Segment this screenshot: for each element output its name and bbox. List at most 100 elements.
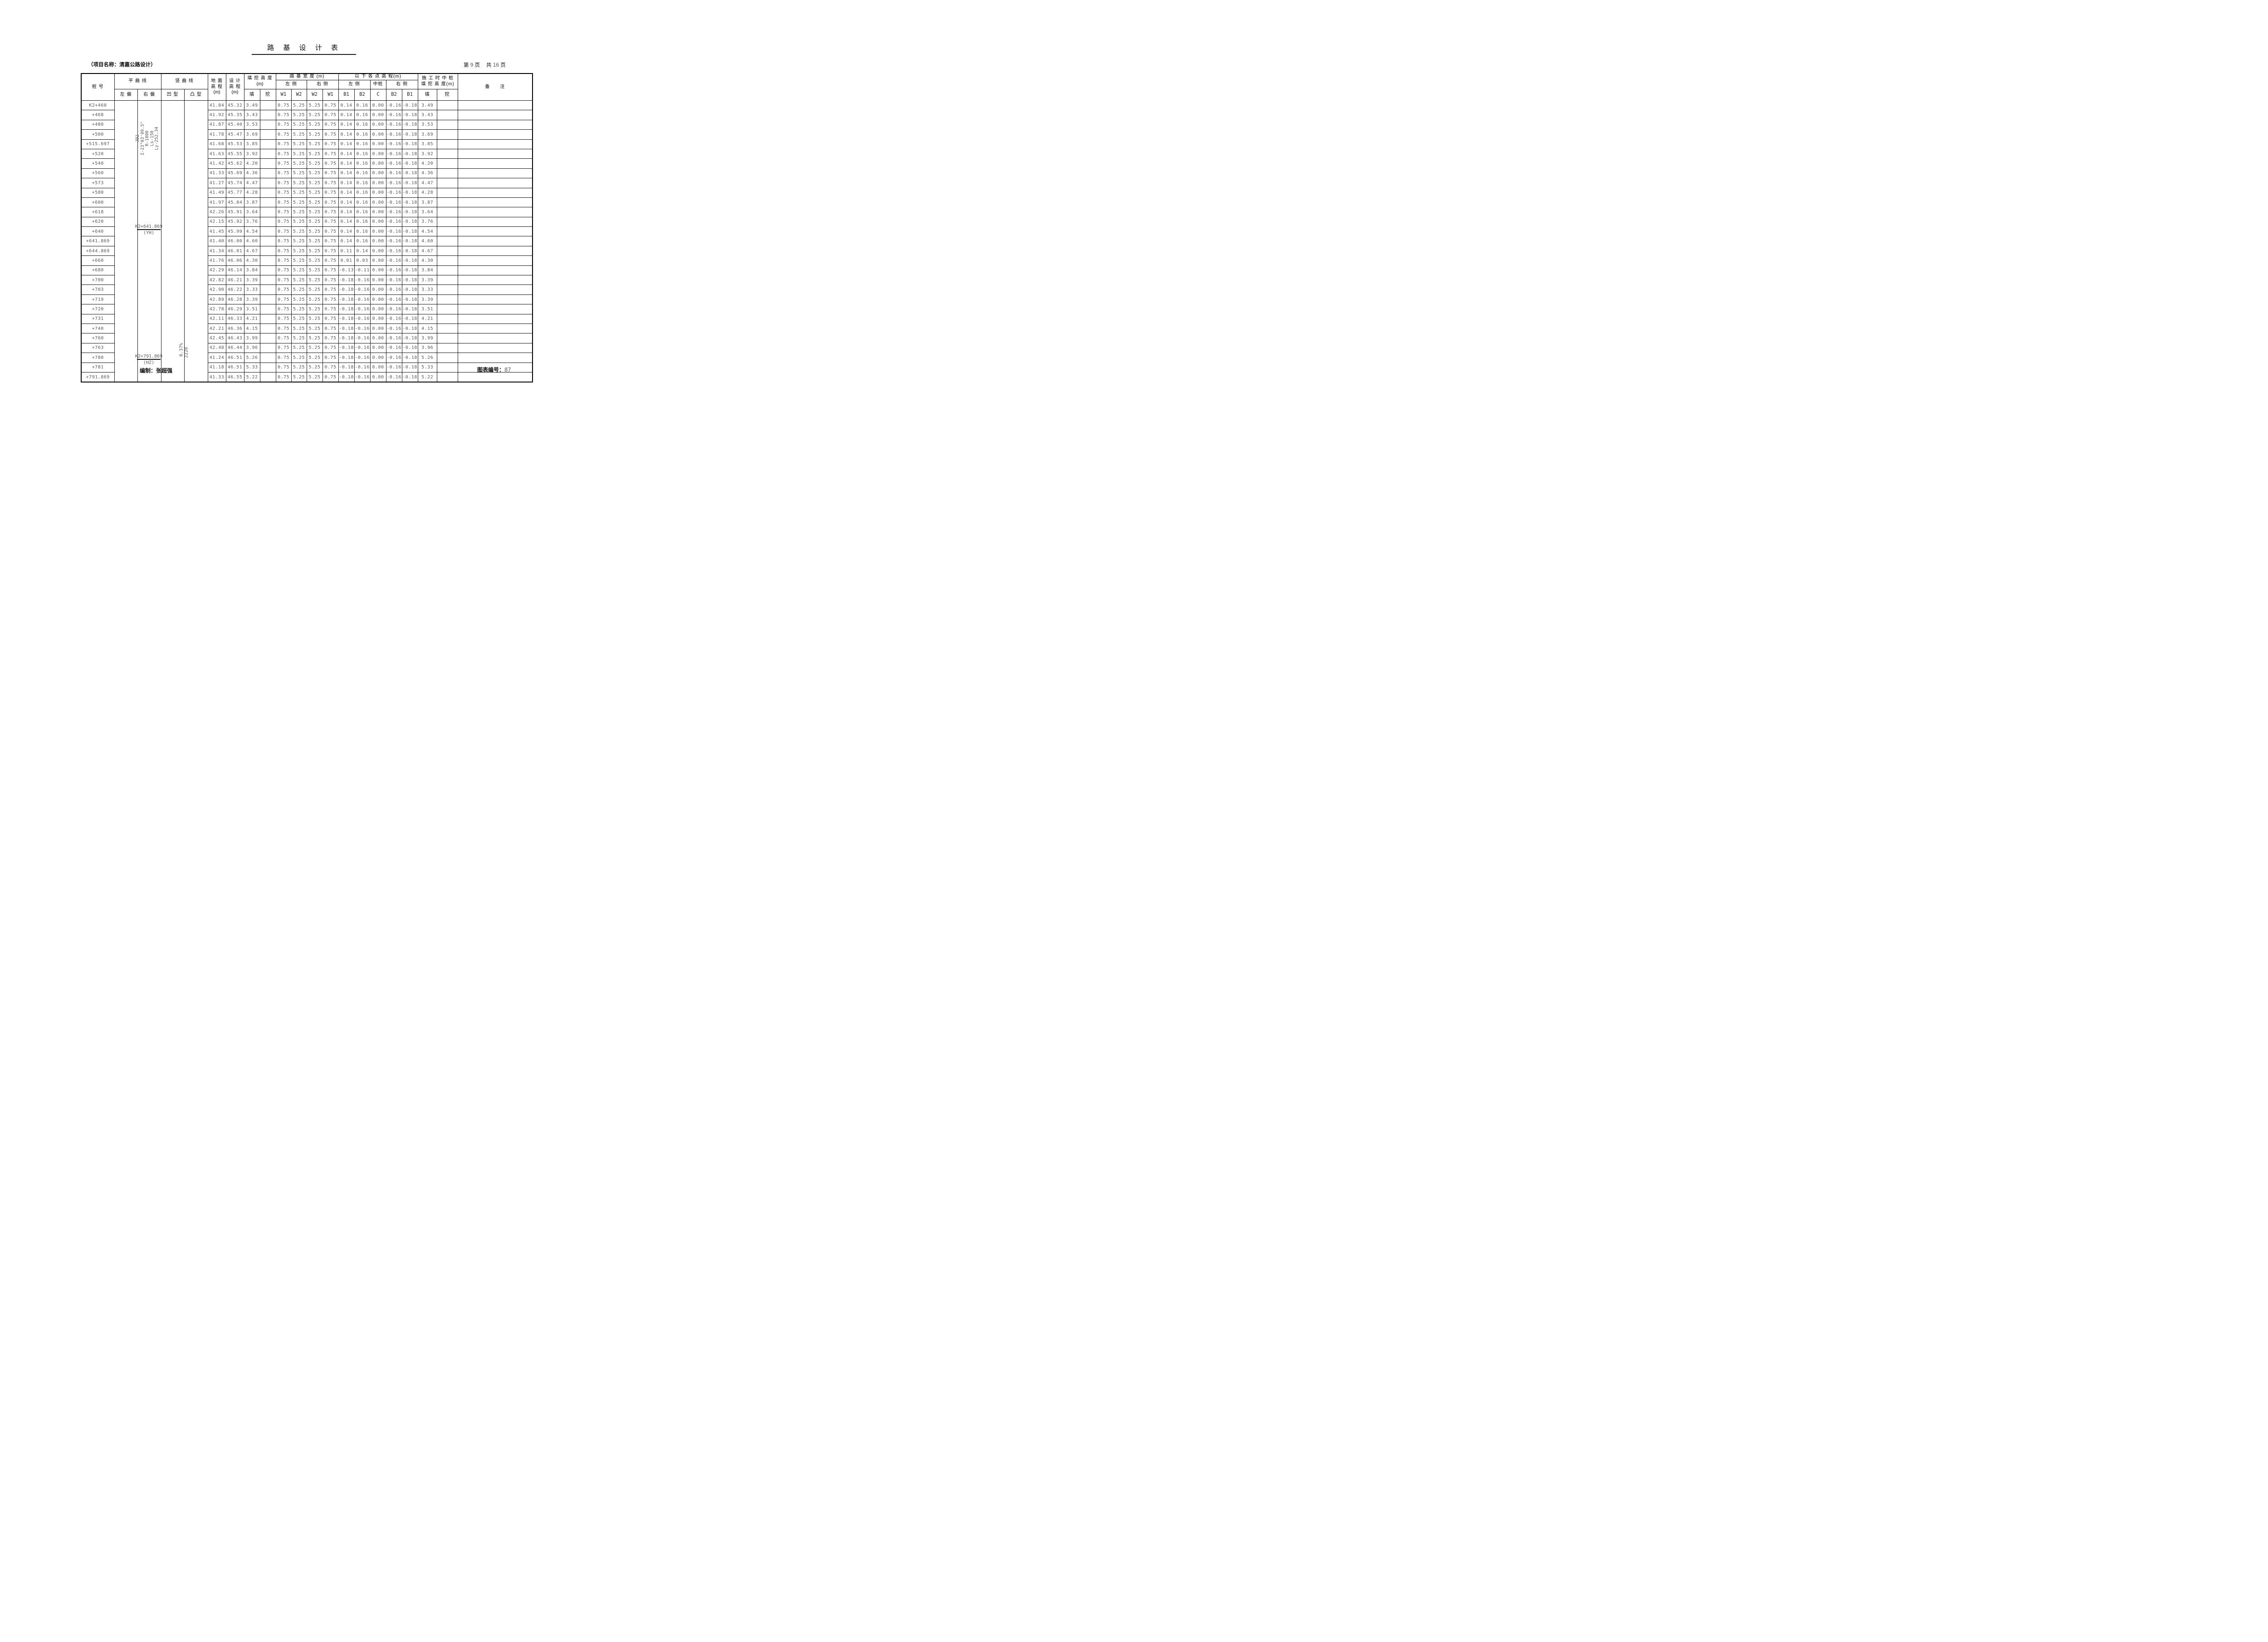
cell-w2-right: 5.25	[306, 197, 323, 208]
cell-w2-left: 5.25	[291, 323, 307, 334]
cell-w2-right: 5.25	[306, 245, 323, 256]
cell-b1-right: -0.18	[401, 168, 418, 179]
cell-b1-right: -0.18	[401, 129, 418, 140]
cell-w2-right: 5.25	[306, 294, 323, 305]
cell-w1-right: 0.75	[322, 372, 339, 382]
header-mid-stake: 中桩	[370, 80, 386, 89]
cell-b1-right: -0.18	[401, 362, 418, 373]
cell-stake: +620	[81, 216, 115, 227]
cell-w1-left: 0.75	[275, 362, 292, 373]
cell-b2-right: -0.16	[386, 275, 402, 285]
cell-b2-right: -0.16	[386, 353, 402, 363]
cell-cut	[259, 353, 276, 363]
cell-w1-left: 0.75	[275, 139, 292, 149]
cell-design: 46.22	[225, 284, 244, 295]
hz-underline	[137, 359, 161, 360]
header-w2-right: W2	[306, 89, 323, 101]
cell-c: 0.00	[370, 197, 386, 208]
cell-remark	[457, 372, 533, 382]
cell-con-cut	[436, 119, 458, 130]
cell-ground: 42.11	[207, 314, 226, 324]
cell-design: 45.84	[225, 197, 244, 208]
table-row: +719 42.89 46.28 3.39 0.75 5.25 5.25 0.75 -0.18-…	[81, 294, 533, 305]
cell-fill: 3.87	[244, 197, 260, 208]
cell-c: 0.00	[370, 333, 386, 343]
header-elev-right-side: 右 侧	[386, 80, 418, 89]
cell-b2-right: -0.16	[386, 178, 402, 188]
cell-con-cut	[436, 333, 458, 343]
cell-remark	[457, 207, 533, 217]
cell-ground: 41.87	[207, 119, 226, 130]
cell-design: 45.69	[225, 168, 244, 179]
cell-fill: 3.53	[244, 119, 260, 130]
cell-fill: 4.28	[244, 187, 260, 198]
cell-con-cut	[436, 216, 458, 227]
cell-w2-left: 5.25	[291, 236, 307, 246]
cell-w1-right: 0.75	[322, 129, 339, 140]
cell-fill: 4.30	[244, 255, 260, 266]
cell-stake: +680	[81, 265, 115, 276]
cell-w1-left: 0.75	[275, 284, 292, 295]
cell-w1-left: 0.75	[275, 294, 292, 305]
concave-column	[161, 100, 185, 382]
cell-b2-left: -0.16	[354, 323, 371, 334]
cell-ground: 42.45	[207, 333, 226, 343]
cell-con-cut	[436, 275, 458, 285]
cell-b1-left: -0.18	[338, 275, 355, 285]
cell-remark	[457, 245, 533, 256]
cell-cut	[259, 245, 276, 256]
cell-ground: 41.68	[207, 139, 226, 149]
cell-ground: 41.27	[207, 178, 226, 188]
cell-ground: 41.45	[207, 226, 226, 237]
convex-column	[184, 100, 208, 382]
cell-w1-right: 0.75	[322, 178, 339, 188]
cell-w1-left: 0.75	[275, 110, 292, 120]
cell-con-cut	[436, 110, 458, 120]
cell-w2-left: 5.25	[291, 372, 307, 382]
cell-design: 46.14	[225, 265, 244, 276]
cell-w1-left: 0.75	[275, 187, 292, 198]
header-construction-midstake: 施 工 时 中 桩 填 挖 高 度(m)	[417, 73, 458, 89]
cell-ground: 42.26	[207, 207, 226, 217]
cell-design: 46.51	[225, 353, 244, 363]
cell-b1-left: 0.14	[338, 168, 355, 179]
cell-con-fill: 3.76	[417, 216, 437, 227]
cell-w2-right: 5.25	[306, 100, 323, 111]
cell-stake: K2+460	[81, 100, 115, 111]
cell-cut	[259, 129, 276, 140]
cell-fill: 4.47	[244, 178, 260, 188]
cell-stake: +763	[81, 343, 115, 353]
cell-cut	[259, 197, 276, 208]
cell-b1-right: -0.18	[401, 353, 418, 363]
cell-con-fill: 4.21	[417, 314, 437, 324]
cell-w2-left: 5.25	[291, 245, 307, 256]
cell-fill: 5.33	[244, 362, 260, 373]
table-row: +703 42.90 46.22 3.33 0.75 5.25 5.25 0.75 -0.18-…	[81, 284, 533, 295]
cell-w2-right: 5.25	[306, 304, 323, 314]
cell-con-fill: 4.60	[417, 236, 437, 246]
cell-w2-right: 5.25	[306, 333, 323, 343]
header-horizontal-curve: 平 曲 线	[114, 73, 161, 89]
cell-b1-right: -0.18	[401, 265, 418, 276]
cell-design: 45.40	[225, 119, 244, 130]
cell-cut	[259, 110, 276, 120]
cell-ground: 41.33	[207, 168, 226, 179]
cell-w1-left: 0.75	[275, 343, 292, 353]
cell-c: 0.00	[370, 216, 386, 227]
cell-design: 46.06	[225, 255, 244, 266]
cell-b1-left: 0.14	[338, 207, 355, 217]
cell-b2-right: -0.16	[386, 314, 402, 324]
cell-w1-right: 0.75	[322, 119, 339, 130]
cell-c: 0.00	[370, 158, 386, 169]
cell-b1-left: 0.01	[338, 255, 355, 266]
cell-b1-right: -0.18	[401, 314, 418, 324]
cell-b2-left: 0.16	[354, 216, 371, 227]
cell-w1-right: 0.75	[322, 100, 339, 111]
yh-underline	[137, 229, 161, 230]
cell-design: 45.62	[225, 158, 244, 169]
cell-w2-right: 5.25	[306, 353, 323, 363]
total-unit: 页	[500, 63, 506, 68]
header-width-right-side: 右 侧	[306, 80, 339, 89]
cell-b2-left: 0.16	[354, 207, 371, 217]
cell-w1-left: 0.75	[275, 226, 292, 237]
